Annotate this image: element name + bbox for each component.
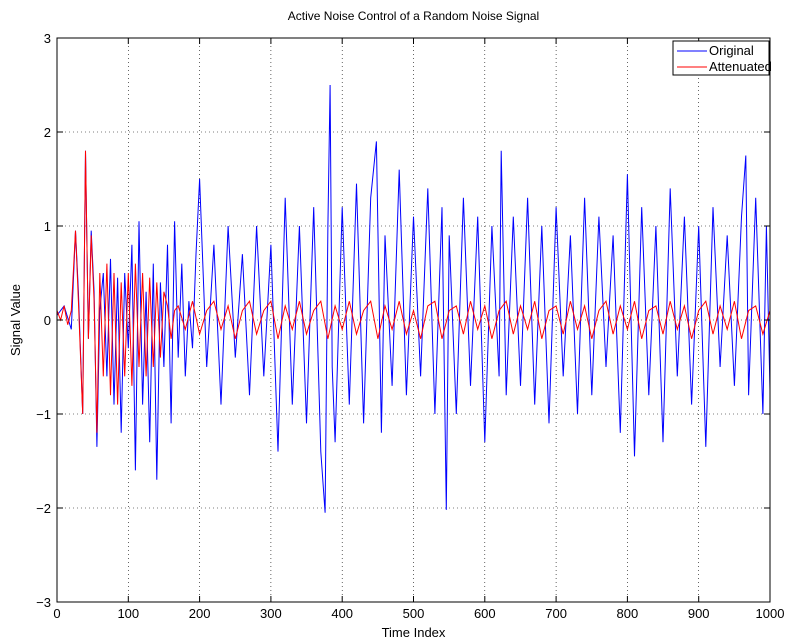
x-tick-label: 700 xyxy=(545,606,567,621)
x-tick-label: 400 xyxy=(331,606,353,621)
x-tick-label: 900 xyxy=(688,606,710,621)
series-line-original xyxy=(56,84,771,513)
y-tick-label: −2 xyxy=(36,501,51,516)
x-tick-label: 0 xyxy=(53,606,60,621)
y-tick-label: −3 xyxy=(36,595,51,610)
y-axis-label: Signal Value xyxy=(8,284,23,356)
x-tick-label: 500 xyxy=(403,606,425,621)
legend-label-original: Original xyxy=(709,43,754,58)
x-tick-label: 200 xyxy=(189,606,211,621)
x-tick-label: 600 xyxy=(474,606,496,621)
y-tick-label: −1 xyxy=(36,407,51,422)
y-tick-label: 3 xyxy=(44,31,51,46)
x-axis-label: Time Index xyxy=(382,625,446,640)
x-tick-label: 800 xyxy=(617,606,639,621)
legend-box xyxy=(672,40,770,76)
legend: Original Attenuated xyxy=(672,40,772,76)
x-tick-label: 300 xyxy=(260,606,282,621)
y-tick-label: 0 xyxy=(44,313,51,328)
series-line-attenuated xyxy=(56,150,771,433)
legend-label-attenuated: Attenuated xyxy=(709,59,772,74)
series-layer xyxy=(56,84,771,513)
y-tick-label: 1 xyxy=(44,219,51,234)
x-tick-label: 1000 xyxy=(756,606,785,621)
axis-ticks: 0 100 200 300 400 500 600 700 800 900 1000 −3 −2 −1 0 1… xyxy=(36,31,784,621)
y-tick-label: 2 xyxy=(44,125,51,140)
x-tick-label: 100 xyxy=(117,606,139,621)
chart-title: Active Noise Control of a Random Noise S… xyxy=(288,9,539,23)
